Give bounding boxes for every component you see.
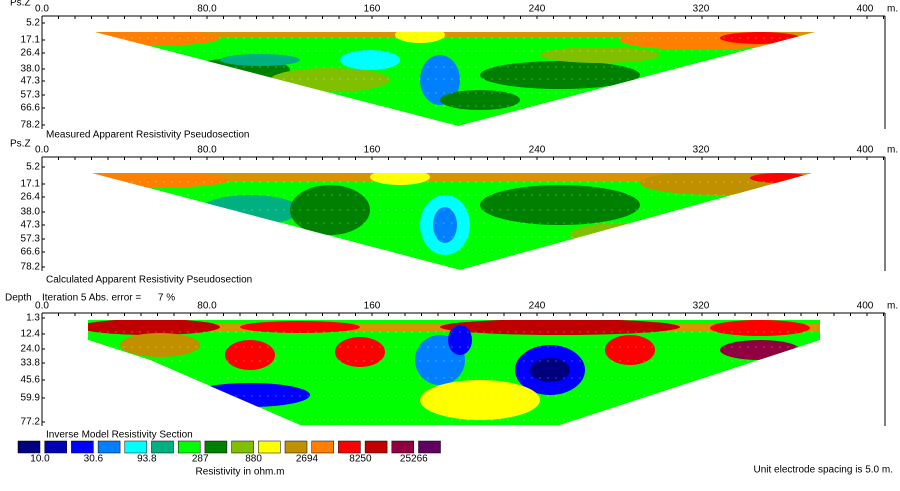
legend-swatch [364, 440, 388, 454]
x-tick-label: 400 [857, 301, 874, 312]
depth-tick-label: 5.2 [26, 162, 40, 173]
depth-tick-label: 5.2 [26, 18, 40, 29]
section-title: Measured Apparent Resistivity Pseudosect… [46, 130, 249, 141]
x-tick-label: 320 [693, 301, 710, 312]
legend-swatch [311, 440, 334, 454]
legend-swatch [418, 440, 441, 454]
depth-tick-label: 59.9 [21, 393, 41, 404]
legend-label: 880 [245, 454, 262, 465]
legend-label: 93.8 [137, 454, 157, 465]
legend-label: 8250 [349, 454, 372, 465]
depth-tick-label: 57.3 [21, 90, 41, 101]
depth-tick-label: 45.6 [21, 375, 41, 386]
legend-swatch [231, 440, 254, 454]
x-tick-label: 160 [364, 4, 381, 15]
depth-tick-label: 24.0 [21, 344, 41, 355]
contour-section [88, 320, 820, 425]
depth-tick-label: 1.3 [26, 313, 40, 324]
x-tick-label: 80.0 [197, 4, 217, 15]
depth-tick-label: 12.4 [21, 329, 41, 340]
x-tick-label: 240 [529, 145, 546, 156]
contour-section [95, 32, 815, 126]
contour-section [92, 173, 812, 270]
x-tick-label: 160 [364, 301, 381, 312]
depth-label: Ps.Z [10, 0, 31, 9]
depth-tick-label: 57.3 [21, 234, 41, 245]
legend-swatch [338, 440, 361, 454]
x-tick-label: 80.0 [197, 145, 217, 156]
x-tick-label: 80.0 [197, 301, 217, 312]
depth-tick-label: 47.3 [21, 76, 41, 87]
x-tick-label: 240 [529, 4, 546, 15]
legend-label: 25266 [400, 454, 428, 465]
depth-tick-label: 77.2 [21, 417, 41, 428]
x-tick-label: 160 [364, 145, 381, 156]
legend-caption: Resistivity in ohm.m [196, 467, 285, 478]
x-unit: m. [887, 145, 898, 156]
legend-swatch [124, 440, 148, 454]
depth-tick-label: 47.3 [21, 220, 41, 231]
x-tick-label: 0.0 [35, 4, 49, 15]
depth-tick-label: 33.8 [21, 358, 41, 369]
x-tick-label: 400 [857, 4, 874, 15]
depth-tick-label: 17.1 [21, 35, 41, 46]
x-unit: m. [887, 301, 898, 312]
legend-label: 2694 [296, 454, 319, 465]
x-tick-label: 240 [529, 301, 546, 312]
x-tick-label: 0.0 [35, 301, 49, 312]
depth-tick-label: 26.4 [21, 48, 41, 59]
footer: Unit electrode spacing is 5.0 m. [753, 465, 893, 476]
legend-swatch [71, 440, 94, 454]
depth-tick-label: 38.0 [21, 207, 41, 218]
legend-label: 30.6 [84, 454, 104, 465]
section-title: Inverse Model Resistivity Section [46, 430, 193, 441]
section-title: Calculated Apparent Resistivity Pseudose… [46, 275, 252, 286]
x-unit: m. [887, 4, 898, 15]
legend-swatch [151, 440, 174, 454]
iteration-info: Iteration 5 Abs. error = 7 % [42, 293, 175, 304]
depth-tick-label: 66.6 [21, 103, 41, 114]
legend-swatch [17, 440, 41, 454]
x-tick-label: 320 [693, 4, 710, 15]
legend-swatch [44, 440, 67, 454]
depth-tick-label: 17.1 [21, 179, 41, 190]
legend-label: 10.0 [30, 454, 50, 465]
x-tick-label: 0.0 [35, 145, 49, 156]
legend-swatch [204, 440, 228, 454]
legend-swatch [258, 440, 281, 454]
x-tick-label: 400 [857, 145, 874, 156]
depth-tick-label: 78.2 [21, 120, 41, 131]
depth-tick-label: 66.6 [21, 247, 41, 258]
legend-label: 287 [192, 454, 209, 465]
legend-swatch [391, 440, 415, 454]
legend-swatch [97, 440, 121, 454]
depth-tick-label: 26.4 [21, 192, 41, 203]
legend-swatch [284, 440, 308, 454]
depth-tick-label: 78.2 [21, 262, 41, 273]
legend-swatch [177, 440, 201, 454]
depth-label: Ps.Z [10, 139, 31, 150]
depth-tick-label: 38.0 [21, 64, 41, 75]
depth-label: Depth [5, 293, 32, 304]
x-tick-label: 320 [693, 145, 710, 156]
